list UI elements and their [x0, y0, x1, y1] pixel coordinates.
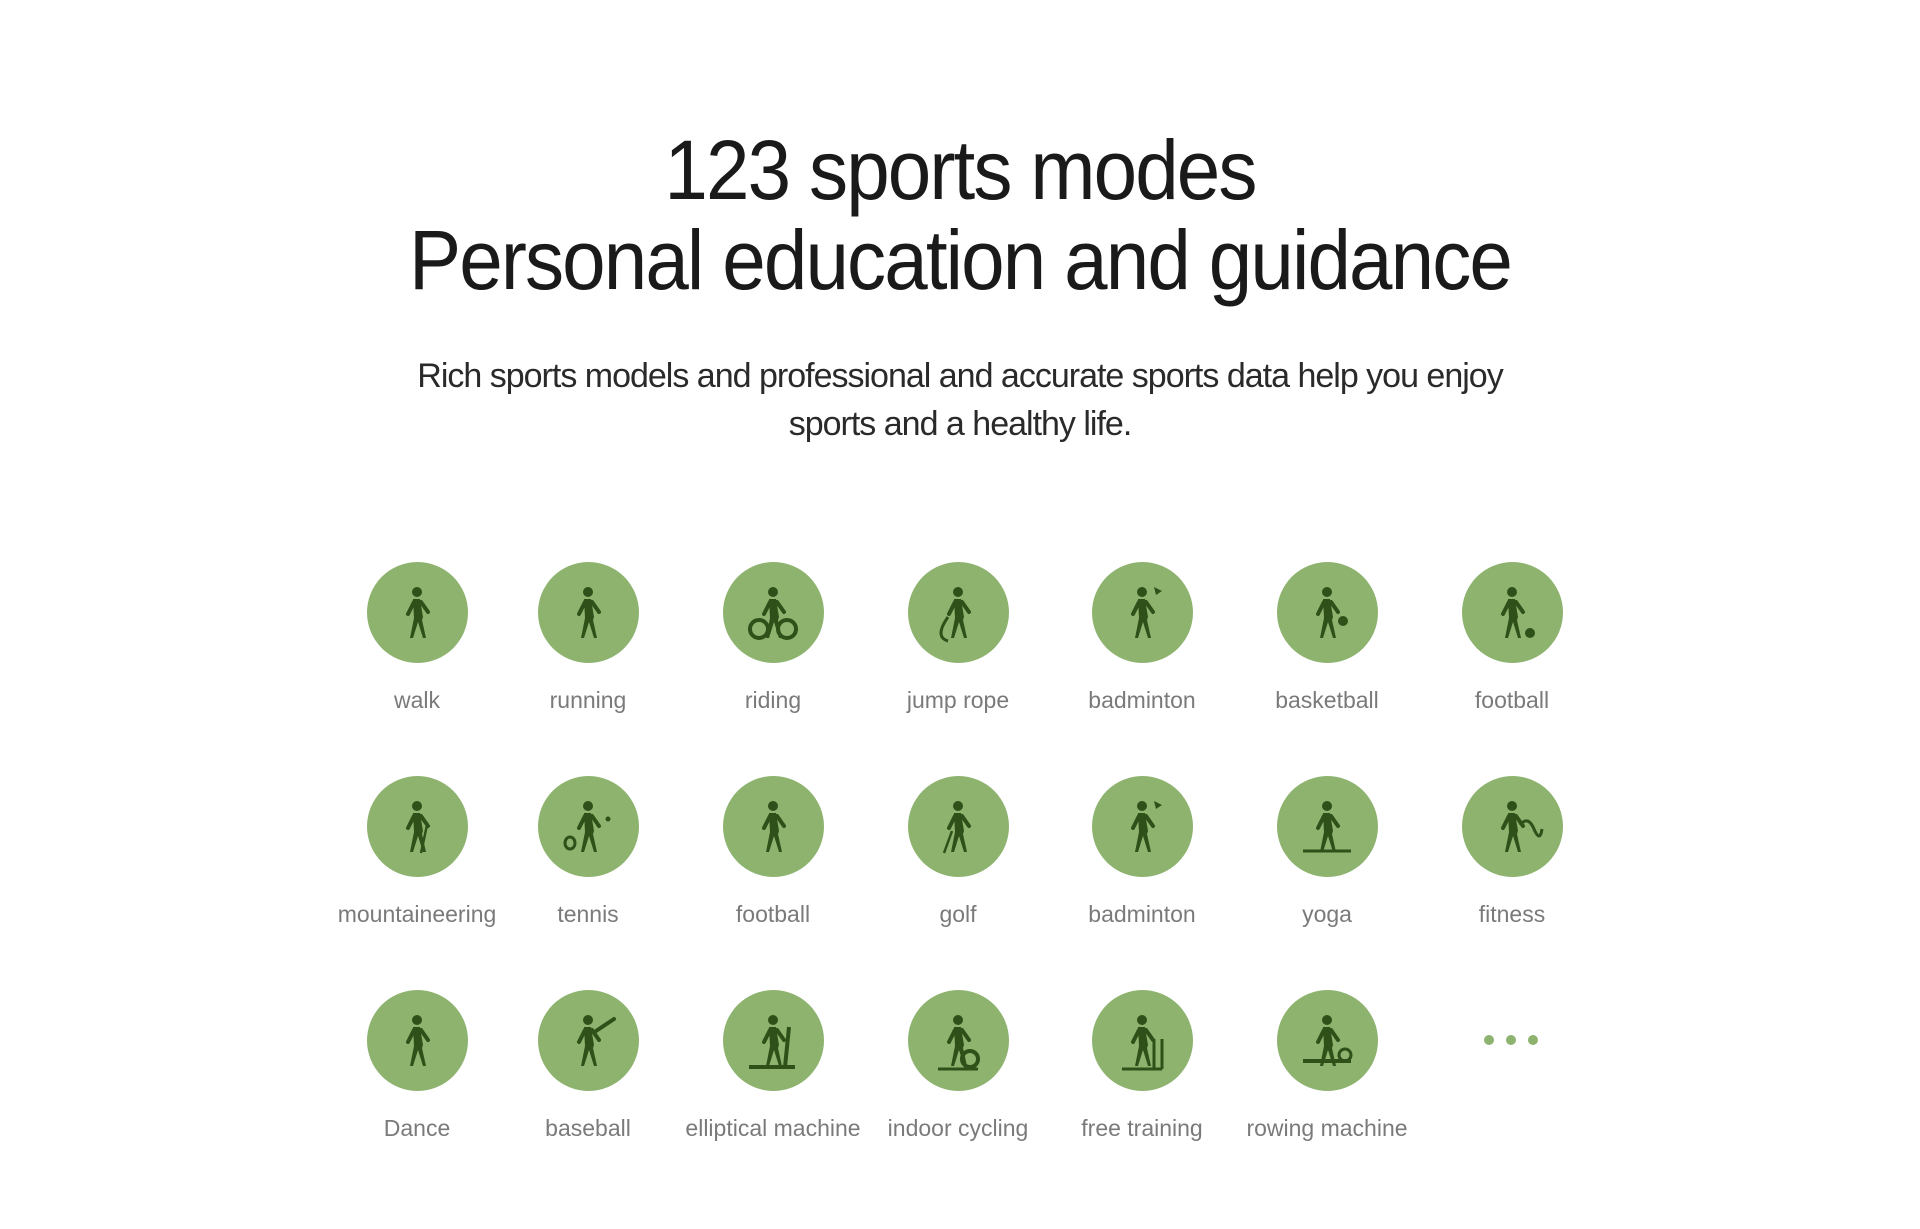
- tennis-icon: [537, 776, 639, 877]
- sport-label: fitness: [1478, 901, 1546, 927]
- badminton-icon: [1091, 776, 1193, 877]
- page-title-line-1: 123 sports modes: [664, 123, 1257, 217]
- sport-mode-walk[interactable]: walk: [327, 562, 507, 714]
- running-icon: [537, 562, 639, 663]
- sport-mode-golf[interactable]: golf: [868, 776, 1048, 928]
- jump-rope-icon: [907, 562, 1009, 663]
- badminton-icon: [1091, 562, 1193, 663]
- yoga-icon: [1276, 776, 1378, 877]
- sport-label: tennis: [557, 901, 619, 927]
- walk-icon: [366, 562, 468, 663]
- sport-mode-elliptical-machine[interactable]: elliptical machine: [683, 990, 863, 1142]
- golf-icon: [907, 776, 1009, 877]
- sport-label: free training: [1081, 1115, 1203, 1141]
- sport-label: Dance: [383, 1115, 451, 1141]
- sport-mode-fitness[interactable]: fitness: [1422, 776, 1602, 928]
- sport-mode-dance[interactable]: Dance: [327, 990, 507, 1142]
- sport-mode-rowing-machine[interactable]: rowing machine: [1237, 990, 1417, 1142]
- sport-mode-riding[interactable]: riding: [683, 562, 863, 714]
- cycling-icon: [722, 562, 824, 663]
- sport-label: basketball: [1275, 687, 1379, 713]
- sport-label: football: [1474, 687, 1550, 713]
- rowing-machine-icon: [1276, 990, 1378, 1091]
- sport-mode-badminton[interactable]: badminton: [1052, 562, 1232, 714]
- sport-mode-tennis[interactable]: tennis: [498, 776, 678, 928]
- sport-label: walk: [393, 687, 440, 713]
- sport-mode-yoga[interactable]: yoga: [1237, 776, 1417, 928]
- page-subtitle: Rich sports models and professional and …: [0, 352, 1920, 448]
- page-title-line-2: Personal education and guidance: [408, 213, 1513, 307]
- sport-mode-baseball[interactable]: baseball: [498, 990, 678, 1142]
- subtitle-line-2: sports and a healthy life.: [788, 405, 1133, 443]
- sport-label: yoga: [1302, 901, 1352, 927]
- sport-label: riding: [744, 687, 802, 713]
- ellipsis-icon: [1484, 1035, 1538, 1045]
- indoor-cycling-icon: [907, 990, 1009, 1091]
- sport-label: indoor cycling: [887, 1115, 1029, 1141]
- sport-mode-running[interactable]: running: [498, 562, 678, 714]
- sport-label: badminton: [1088, 901, 1196, 927]
- sport-mode-indoor-cycling[interactable]: indoor cycling: [868, 990, 1048, 1142]
- sport-mode-badminton[interactable]: badminton: [1052, 776, 1232, 928]
- sport-label: baseball: [545, 1115, 631, 1141]
- subtitle-line-1: Rich sports models and professional and …: [417, 357, 1503, 395]
- dance-icon: [366, 990, 468, 1091]
- sport-label: rowing machine: [1246, 1115, 1408, 1141]
- sport-label: badminton: [1088, 687, 1196, 713]
- sport-label: golf: [939, 901, 977, 927]
- sport-mode-basketball[interactable]: basketball: [1237, 562, 1417, 714]
- sport-label: running: [549, 687, 627, 713]
- sport-mode-mountaineering[interactable]: mountaineering: [327, 776, 507, 928]
- baseball-icon: [537, 990, 639, 1091]
- sport-mode-football[interactable]: football: [683, 776, 863, 928]
- battle-rope-icon: [1461, 776, 1563, 877]
- dot: [1484, 1035, 1494, 1045]
- sport-mode-free-training[interactable]: free training: [1052, 990, 1232, 1142]
- sport-mode-jump-rope[interactable]: jump rope: [868, 562, 1048, 714]
- football-icon: [1461, 562, 1563, 663]
- sport-mode-football[interactable]: football: [1422, 562, 1602, 714]
- sport-label: elliptical machine: [685, 1115, 861, 1141]
- sport-label: football: [735, 901, 811, 927]
- mountaineering-icon: [366, 776, 468, 877]
- dot: [1528, 1035, 1538, 1045]
- elliptical-machine-icon: [722, 990, 824, 1091]
- basketball-icon: [1276, 562, 1378, 663]
- sport-label: jump rope: [906, 687, 1010, 713]
- free-training-icon: [1091, 990, 1193, 1091]
- sport-label: mountaineering: [337, 901, 497, 927]
- american-football-icon: [722, 776, 824, 877]
- dot: [1506, 1035, 1516, 1045]
